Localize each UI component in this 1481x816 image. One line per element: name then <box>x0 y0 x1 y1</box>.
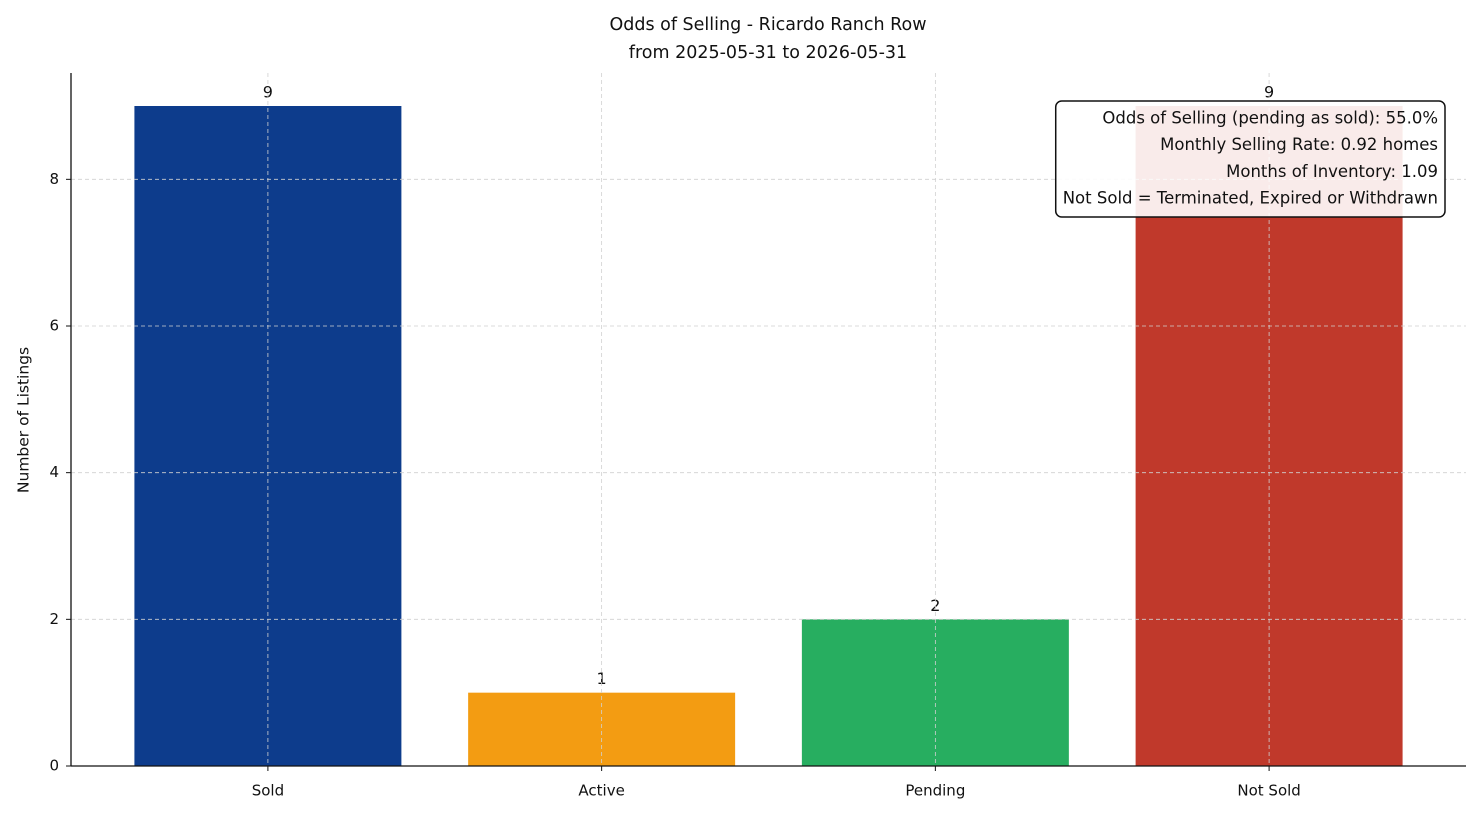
y-tick-label: 0 <box>49 757 59 775</box>
annotation-line: Not Sold = Terminated, Expired or Withdr… <box>1063 189 1438 208</box>
chart-title: Odds of Selling - Ricardo Ranch Row <box>609 15 926 35</box>
data-label: 9 <box>263 83 273 102</box>
annotation-box <box>1054 100 1446 218</box>
annotation-line: Monthly Selling Rate: 0.92 homes <box>1160 135 1438 154</box>
annotation-line: Odds of Selling (pending as sold): 55.0% <box>1102 109 1438 128</box>
bar <box>134 106 402 766</box>
y-tick-label: 4 <box>49 463 59 481</box>
x-tick-label: Sold <box>252 782 284 800</box>
x-tick-label: Pending <box>905 782 965 800</box>
y-tick-label: 6 <box>49 317 59 335</box>
data-label: 9 <box>1264 83 1274 102</box>
x-tick-label: Active <box>578 782 624 800</box>
annotation: Odds of Selling (pending as sold): 55.0%… <box>1054 100 1446 218</box>
x-tick-label: Not Sold <box>1237 782 1300 800</box>
chart-subtitle: from 2025-05-31 to 2026-05-31 <box>629 43 907 63</box>
y-axis-label: Number of Listings <box>15 347 33 493</box>
y-tick-label: 8 <box>49 170 59 188</box>
y-tick-label: 2 <box>49 610 59 628</box>
annotation-line: Months of Inventory: 1.09 <box>1226 162 1438 181</box>
